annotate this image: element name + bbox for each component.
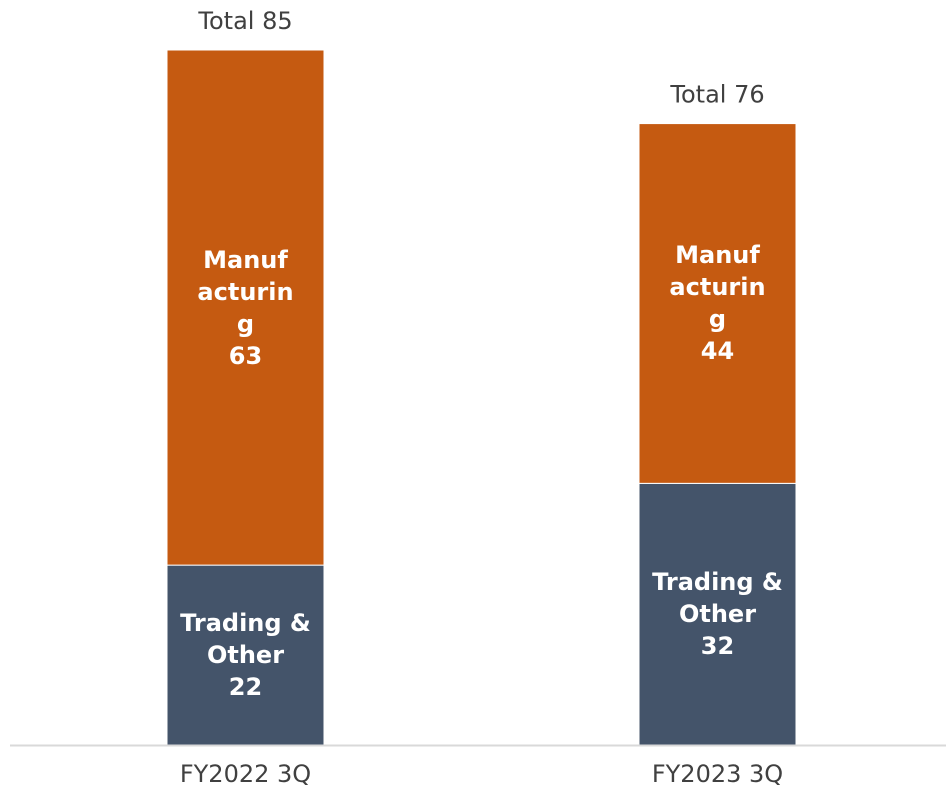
x-tick-label: FY2022 3Q: [180, 760, 311, 786]
segment-label: Manufacturing 44: [639, 124, 796, 484]
bar-segment: [638, 123, 797, 484]
x-tick-label: FY2023 3Q: [652, 760, 783, 786]
value-label: 63: [228, 341, 263, 370]
total-label: Total 76: [669, 81, 764, 109]
series-name: Manufacturing: [669, 241, 766, 334]
segment-label-box: Trading & Other 32: [639, 483, 796, 745]
segment-label-box: Manufacturing 63: [167, 50, 324, 565]
bar-segment: [166, 564, 325, 746]
segment-label: Manufacturing 63: [167, 50, 324, 565]
series-name: Trading & Other: [652, 568, 783, 629]
segment-label-box: Trading & Other 22: [167, 565, 324, 745]
total-label: Total 85: [197, 7, 292, 35]
value-label: 32: [700, 632, 735, 661]
series-name: Manufacturing: [197, 245, 294, 338]
segment-label: Trading & Other 22: [167, 565, 324, 745]
value-label: 22: [228, 673, 263, 702]
value-label: 44: [700, 337, 735, 366]
segment-label: Trading & Other 32: [639, 483, 796, 745]
bar-segment: [166, 49, 325, 566]
segment-label-box: Manufacturing 44: [639, 124, 796, 484]
series-name: Trading & Other: [180, 609, 311, 670]
